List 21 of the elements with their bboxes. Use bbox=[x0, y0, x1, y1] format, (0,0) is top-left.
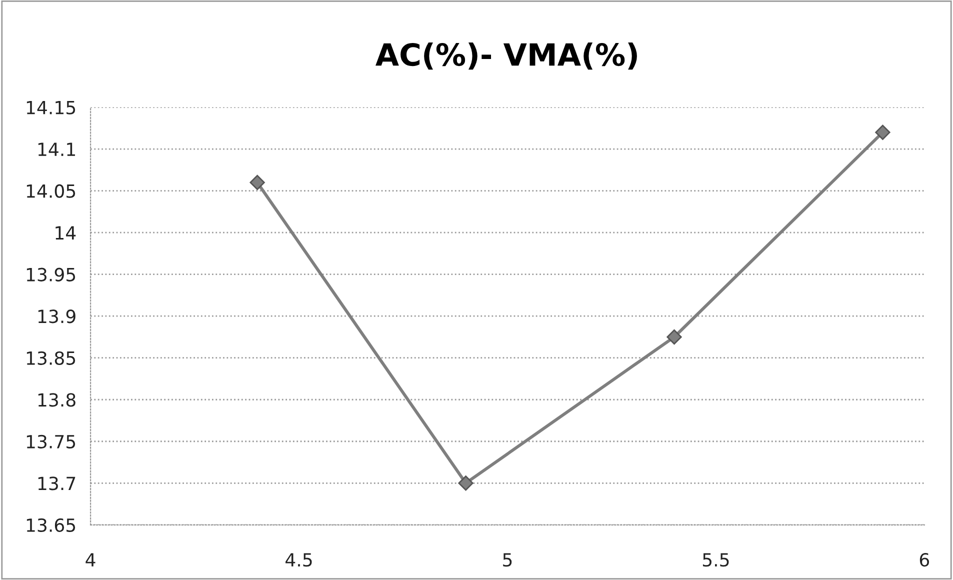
x-tick-label: 5.5 bbox=[702, 553, 729, 567]
y-tick-label: 13.9 bbox=[38, 310, 76, 324]
x-tick-label: 6 bbox=[920, 552, 930, 567]
point bbox=[666, 329, 682, 345]
x-tick-label: 4 bbox=[86, 553, 96, 566]
x-tick-label: 4.5 bbox=[286, 553, 312, 567]
x-tick-label: 5 bbox=[503, 553, 512, 567]
y-tick-label: 13.75 bbox=[26, 434, 76, 448]
chart-title: AC(%)- VMA(%) bbox=[376, 42, 637, 70]
y-tick-label: 14.05 bbox=[26, 184, 76, 198]
point bbox=[875, 124, 890, 140]
point bbox=[458, 476, 474, 491]
y-tick-label: 13.8 bbox=[38, 393, 76, 407]
y-tick-label: 13.85 bbox=[26, 351, 76, 365]
y-tick-label: 14 bbox=[56, 226, 76, 240]
y-tick-label: 14.15 bbox=[26, 100, 76, 114]
y-tick-label: 13.65 bbox=[26, 518, 76, 532]
y-tick-label: 13.7 bbox=[38, 476, 76, 490]
y-tick-label: 14.1 bbox=[38, 142, 75, 156]
point bbox=[250, 174, 265, 190]
y-tick-label: 13.95 bbox=[26, 268, 76, 282]
